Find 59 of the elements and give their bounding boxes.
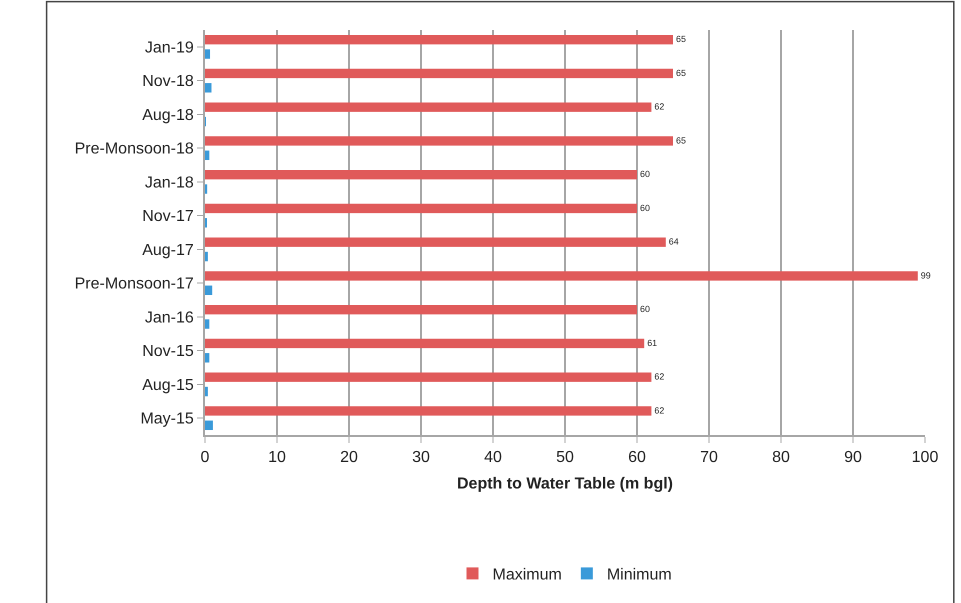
data-label: 65 [676, 135, 686, 146]
data-label: 61 [647, 338, 658, 348]
bar [205, 150, 210, 160]
bar [205, 68, 673, 78]
data-label: 62 [654, 405, 664, 416]
y-tick-label: Jan-19 [144, 39, 194, 56]
bar [205, 386, 208, 396]
y-tick-label: Nov-18 [142, 73, 194, 90]
y-tick-label: Aug-17 [142, 242, 194, 259]
data-label: 99 [920, 270, 931, 280]
x-tick-label: 100 [912, 449, 938, 466]
data-label: 62 [654, 102, 664, 112]
x-tick-label: 70 [700, 449, 718, 466]
bar [205, 353, 210, 363]
bar [205, 237, 666, 247]
data-label: 65 [676, 68, 686, 78]
x-tick-label: 80 [772, 449, 790, 466]
x-tick-label: 30 [412, 449, 430, 466]
bar [205, 338, 644, 348]
y-tick-label: Jan-16 [144, 309, 194, 326]
x-tick-label: 90 [844, 449, 862, 466]
bar [205, 83, 212, 93]
legend-label: Maximum [492, 566, 562, 584]
bar [205, 204, 637, 214]
bar [205, 102, 652, 112]
bar [205, 406, 652, 416]
bar [205, 304, 637, 314]
y-tick-label: Nov-17 [142, 208, 194, 226]
y-tick-label: May-15 [140, 410, 194, 428]
bar [205, 136, 673, 146]
data-label: 64 [668, 236, 679, 247]
y-tick-label: Aug-15 [142, 376, 194, 394]
y-tick-label: Jan-18 [144, 174, 194, 192]
bar [205, 286, 212, 296]
bar [205, 252, 208, 262]
x-tick-label: 60 [628, 449, 646, 466]
data-label: 60 [640, 169, 650, 180]
legend-label: Minimum [606, 566, 672, 584]
data-label: 65 [676, 34, 686, 44]
data-label: 62 [654, 372, 664, 382]
x-tick-label: 50 [556, 449, 574, 466]
x-tick-label: 20 [340, 449, 358, 466]
y-tick-label: Nov-15 [142, 343, 194, 360]
y-tick-label: Pre-Monsoon-17 [74, 276, 194, 293]
bar [205, 420, 213, 430]
bar [205, 49, 210, 59]
bar [205, 170, 637, 180]
x-tick-label: 10 [268, 449, 286, 466]
x-axis-title: Depth to Water Table (m bgl) [457, 475, 673, 492]
bar [205, 372, 652, 382]
bar [205, 319, 210, 329]
y-tick-label: Pre-Monsoon-18 [74, 140, 194, 158]
bar [205, 271, 918, 281]
y-tick-label: Aug-18 [142, 106, 194, 124]
x-tick-label: 40 [484, 449, 502, 466]
x-tick-label: 0 [200, 449, 210, 466]
data-label: 60 [640, 202, 650, 213]
data-label: 60 [640, 304, 650, 314]
bar [205, 34, 673, 44]
